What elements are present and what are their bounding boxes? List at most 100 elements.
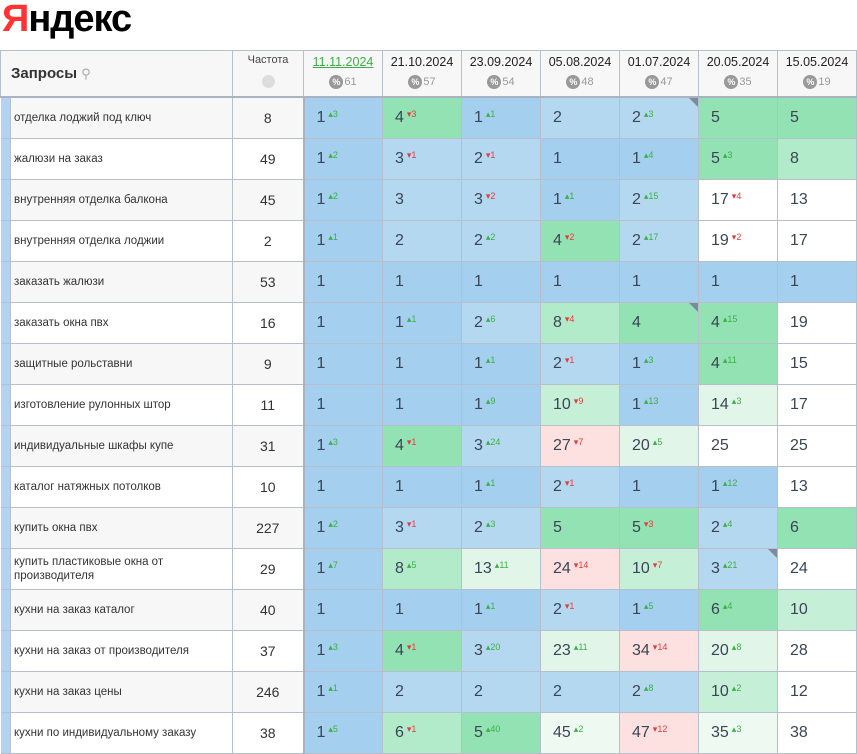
position-cell[interactable]: 5 bbox=[777, 96, 857, 139]
date-label[interactable]: 05.08.2024 bbox=[548, 55, 612, 69]
position-cell[interactable]: 1 ▴3 bbox=[303, 96, 383, 139]
position-cell[interactable]: 2 bbox=[461, 670, 541, 713]
date-label[interactable]: 20.05.2024 bbox=[706, 55, 770, 69]
position-cell[interactable]: 45 ▴2 bbox=[540, 711, 620, 754]
search-icon[interactable]: ⚲ bbox=[81, 66, 91, 81]
position-cell[interactable]: 1 ▴2 bbox=[303, 506, 383, 549]
position-cell[interactable]: 5 ▾3 bbox=[619, 506, 699, 549]
position-cell[interactable]: 47 ▾12 bbox=[619, 711, 699, 754]
position-cell[interactable]: 2 bbox=[382, 670, 462, 713]
position-cell[interactable]: 3 ▾2 bbox=[461, 178, 541, 221]
date-label[interactable]: 11.11.2024 bbox=[312, 55, 374, 69]
position-cell[interactable]: 4 ▾1 bbox=[382, 629, 462, 672]
position-cell[interactable]: 2 bbox=[540, 96, 620, 139]
position-cell[interactable]: 15 bbox=[777, 342, 857, 385]
position-cell[interactable]: 17 bbox=[777, 383, 857, 426]
position-cell[interactable]: 2 ▴8 bbox=[619, 670, 699, 713]
position-cell[interactable]: 20 ▴5 bbox=[619, 424, 699, 467]
position-cell[interactable]: 10 ▴2 bbox=[698, 670, 778, 713]
percent-icon[interactable]: % bbox=[329, 74, 344, 89]
query-cell[interactable]: каталог натяжных потолков bbox=[10, 465, 233, 508]
position-cell[interactable]: 1 bbox=[382, 342, 462, 385]
position-cell[interactable]: 1 ▴7 bbox=[303, 547, 383, 590]
date-column-header[interactable]: 11.11.2024% 61 bbox=[303, 50, 383, 98]
position-cell[interactable]: 1 bbox=[540, 260, 620, 303]
frequency-header[interactable]: Частота bbox=[232, 50, 304, 98]
position-cell[interactable]: 14 ▴3 bbox=[698, 383, 778, 426]
query-cell[interactable]: кухни на заказ цены bbox=[10, 670, 233, 713]
position-cell[interactable]: 6 ▾1 bbox=[382, 711, 462, 754]
position-cell[interactable]: 6 ▴4 bbox=[698, 588, 778, 631]
percent-icon[interactable]: % bbox=[408, 74, 423, 89]
position-cell[interactable]: 3 ▴21 bbox=[698, 547, 778, 590]
position-cell[interactable]: 5 bbox=[698, 96, 778, 139]
position-cell[interactable]: 2 ▴4 bbox=[698, 506, 778, 549]
position-cell[interactable]: 13 bbox=[777, 178, 857, 221]
position-cell[interactable]: 2 ▾1 bbox=[540, 588, 620, 631]
position-cell[interactable]: 1 bbox=[303, 588, 383, 631]
date-column-header[interactable]: 23.09.2024% 54 bbox=[461, 50, 541, 98]
position-cell[interactable]: 10 bbox=[777, 588, 857, 631]
percent-icon[interactable]: % bbox=[566, 74, 581, 89]
query-cell[interactable]: изготовление рулонных штор bbox=[10, 383, 233, 426]
position-cell[interactable]: 5 ▴3 bbox=[698, 137, 778, 180]
position-cell[interactable]: 13 ▴11 bbox=[461, 547, 541, 590]
date-label[interactable]: 01.07.2024 bbox=[627, 55, 691, 69]
date-column-header[interactable]: 15.05.2024% 19 bbox=[777, 50, 857, 98]
date-column-header[interactable]: 05.08.2024% 48 bbox=[540, 50, 620, 98]
position-cell[interactable]: 1 bbox=[303, 260, 383, 303]
position-cell[interactable]: 1 bbox=[777, 260, 857, 303]
date-column-header[interactable]: 20.05.2024% 35 bbox=[698, 50, 778, 98]
position-cell[interactable]: 1 ▴1 bbox=[382, 301, 462, 344]
position-cell[interactable]: 8 ▴5 bbox=[382, 547, 462, 590]
position-cell[interactable]: 1 ▴5 bbox=[619, 588, 699, 631]
query-cell[interactable]: отделка лоджий под ключ bbox=[10, 96, 233, 139]
query-cell[interactable]: заказать окна пвх bbox=[10, 301, 233, 344]
position-cell[interactable]: 1 ▴1 bbox=[303, 219, 383, 262]
position-cell[interactable]: 2 ▴17 bbox=[619, 219, 699, 262]
position-cell[interactable]: 1 bbox=[303, 342, 383, 385]
position-cell[interactable]: 1 bbox=[619, 260, 699, 303]
position-cell[interactable]: 3 ▴20 bbox=[461, 629, 541, 672]
position-cell[interactable]: 1 ▴4 bbox=[619, 137, 699, 180]
position-cell[interactable]: 2 ▾1 bbox=[540, 465, 620, 508]
position-cell[interactable]: 1 ▴1 bbox=[461, 342, 541, 385]
position-cell[interactable]: 13 bbox=[777, 465, 857, 508]
position-cell[interactable]: 1 bbox=[303, 301, 383, 344]
position-cell[interactable]: 4 ▾1 bbox=[382, 424, 462, 467]
position-cell[interactable]: 10 ▾9 bbox=[540, 383, 620, 426]
position-cell[interactable]: 35 ▴3 bbox=[698, 711, 778, 754]
position-cell[interactable]: 8 ▾4 bbox=[540, 301, 620, 344]
query-cell[interactable]: купить пластиковые окна от производителя bbox=[10, 547, 233, 590]
position-cell[interactable]: 2 bbox=[540, 670, 620, 713]
percent-icon[interactable]: % bbox=[803, 74, 818, 89]
query-cell[interactable]: защитные рольставни bbox=[10, 342, 233, 385]
query-cell[interactable]: кухни по индивидуальному заказу bbox=[10, 711, 233, 754]
position-cell[interactable]: 1 ▴1 bbox=[461, 465, 541, 508]
position-cell[interactable]: 1 ▴3 bbox=[619, 342, 699, 385]
position-cell[interactable]: 1 ▴13 bbox=[619, 383, 699, 426]
percent-icon[interactable]: % bbox=[487, 74, 502, 89]
position-cell[interactable]: 4 bbox=[619, 301, 699, 344]
position-cell[interactable]: 1 bbox=[540, 137, 620, 180]
query-cell[interactable]: внутренняя отделка лоджии bbox=[10, 219, 233, 262]
position-cell[interactable]: 20 ▴8 bbox=[698, 629, 778, 672]
position-cell[interactable]: 8 bbox=[777, 137, 857, 180]
position-cell[interactable]: 1 bbox=[303, 465, 383, 508]
position-cell[interactable]: 17 ▾4 bbox=[698, 178, 778, 221]
position-cell[interactable]: 25 bbox=[698, 424, 778, 467]
position-cell[interactable]: 2 ▾1 bbox=[461, 137, 541, 180]
position-cell[interactable]: 1 bbox=[461, 260, 541, 303]
position-cell[interactable]: 1 bbox=[382, 260, 462, 303]
query-cell[interactable]: кухни на заказ от производителя bbox=[10, 629, 233, 672]
position-cell[interactable]: 1 ▴1 bbox=[461, 96, 541, 139]
position-cell[interactable]: 2 ▴2 bbox=[461, 219, 541, 262]
position-cell[interactable]: 1 bbox=[382, 465, 462, 508]
query-cell[interactable]: жалюзи на заказ bbox=[10, 137, 233, 180]
position-cell[interactable]: 1 ▴1 bbox=[303, 670, 383, 713]
position-cell[interactable]: 1 bbox=[698, 260, 778, 303]
position-cell[interactable]: 1 bbox=[619, 465, 699, 508]
position-cell[interactable]: 28 bbox=[777, 629, 857, 672]
position-cell[interactable]: 3 bbox=[382, 178, 462, 221]
position-cell[interactable]: 2 ▴15 bbox=[619, 178, 699, 221]
